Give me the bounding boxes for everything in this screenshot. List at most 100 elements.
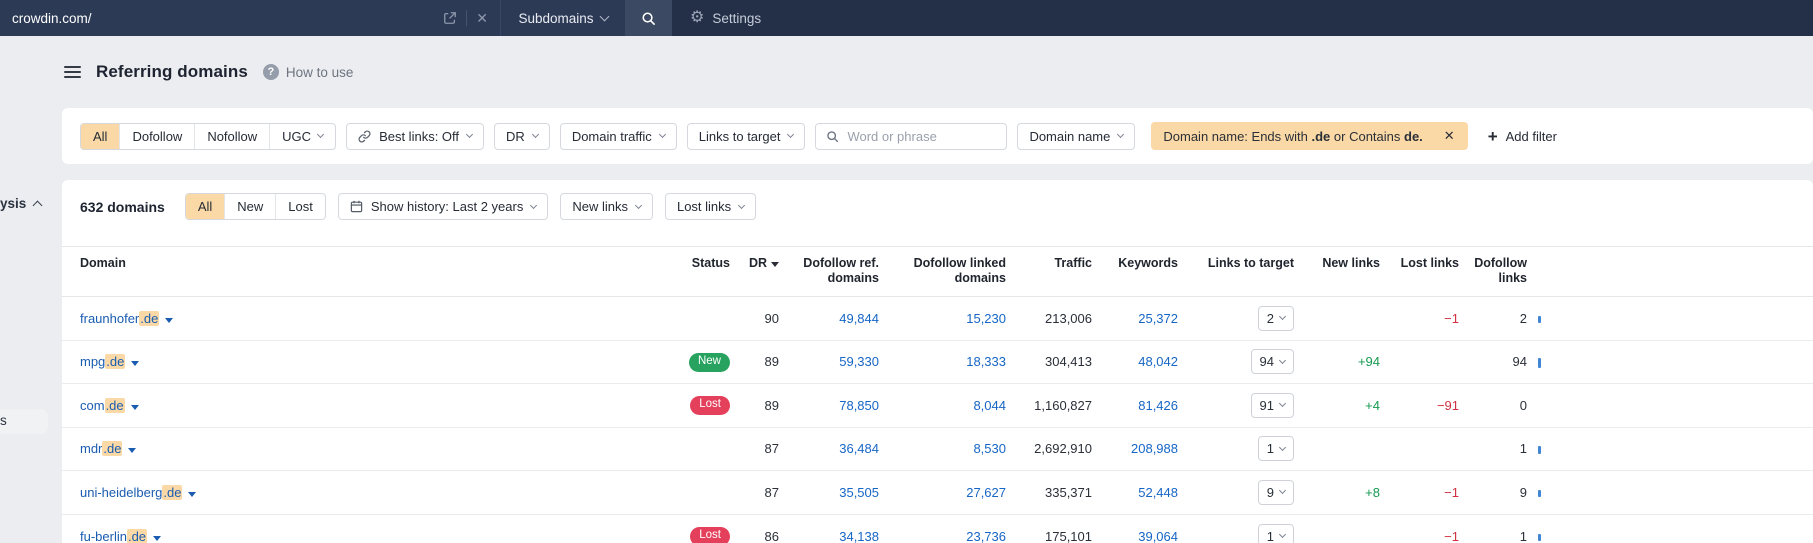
target-url-input[interactable]: crowdin.com/ ✕ — [0, 0, 500, 36]
dofollow-links-bar — [1538, 533, 1541, 541]
dofollow-links-bar — [1538, 445, 1541, 454]
dofollow-linked-link[interactable]: 18,333 — [966, 354, 1006, 370]
domain-link[interactable]: uni-heidelberg.de — [80, 484, 183, 500]
best-links-dropdown[interactable]: Best links: Off — [346, 122, 485, 150]
dofollow-links-bar — [1538, 489, 1541, 497]
domain-link[interactable]: com.de — [80, 397, 125, 413]
segment-all[interactable]: All — [81, 123, 120, 149]
word-or-phrase-input[interactable]: Word or phrase — [815, 122, 1008, 150]
col-header-lost-links[interactable]: Lost links — [1380, 246, 1459, 297]
dofollow-ref-link[interactable]: 78,850 — [839, 397, 879, 413]
menu-icon[interactable] — [64, 66, 81, 78]
domain-caret-icon[interactable] — [153, 535, 162, 541]
col-header-traffic[interactable]: Traffic — [1006, 246, 1092, 297]
dofollow-linked-link[interactable]: 23,736 — [966, 528, 1006, 543]
sidebar-collapsed-section[interactable]: ysis — [0, 196, 43, 211]
search-button[interactable] — [625, 0, 672, 36]
lost-links-cell: −91 — [1380, 383, 1459, 427]
dr-cell: 90 — [764, 310, 779, 326]
keywords-link[interactable]: 39,064 — [1138, 528, 1178, 543]
filler-cell — [1557, 470, 1813, 514]
dofollow-linked-link[interactable]: 8,530 — [973, 441, 1006, 457]
domain-link[interactable]: fraunhofer.de — [80, 310, 160, 326]
domain-highlight: .de — [102, 441, 123, 457]
col-header-dofollow-links[interactable]: Dofollow links — [1459, 246, 1527, 297]
domain-caret-icon[interactable] — [165, 317, 174, 323]
keywords-link[interactable]: 48,042 — [1138, 354, 1178, 370]
chevron-down-icon — [1278, 313, 1287, 321]
col-header-filler — [1557, 246, 1813, 297]
links-to-target-select[interactable]: 91 — [1250, 392, 1294, 418]
lost-links-dropdown[interactable]: Lost links — [664, 193, 757, 220]
domain-caret-icon[interactable] — [130, 404, 139, 410]
open-external-icon[interactable] — [443, 11, 457, 25]
search-icon — [827, 130, 839, 142]
links-to-target-select[interactable]: 2 — [1257, 305, 1294, 331]
domain-link[interactable]: mpg.de — [80, 354, 126, 370]
domain-link[interactable]: mdr.de — [80, 441, 123, 457]
col-header-dofollow-linked[interactable]: Dofollow linked domains — [879, 246, 1006, 297]
links-to-target-cell: 9 — [1178, 470, 1294, 514]
keywords-link[interactable]: 52,448 — [1138, 484, 1178, 500]
col-header-links-to-target[interactable]: Links to target — [1178, 246, 1294, 297]
segment-ugc[interactable]: UGC — [269, 123, 335, 149]
dofollow-linked-link[interactable]: 8,044 — [973, 397, 1006, 413]
target-url-value[interactable]: crowdin.com/ — [12, 10, 92, 26]
settings-button[interactable]: ⚙ Settings — [690, 0, 761, 36]
dofollow-ref-link[interactable]: 36,484 — [839, 441, 879, 457]
domain-traffic-filter-dropdown[interactable]: Domain traffic — [559, 122, 677, 150]
dofollow-ref-cell: 36,484 — [779, 426, 879, 471]
keywords-link[interactable]: 81,426 — [1138, 397, 1178, 413]
active-filter-chip[interactable]: Domain name: Ends with .de or Contains d… — [1151, 122, 1468, 150]
links-to-target-select[interactable]: 1 — [1257, 436, 1294, 462]
segment-dofollow[interactable]: Dofollow — [119, 123, 194, 149]
scope-mode-dropdown[interactable]: Subdomains — [500, 0, 625, 36]
links-to-target-select[interactable]: 94 — [1250, 349, 1294, 375]
domain-caret-icon[interactable] — [131, 361, 140, 367]
segment-nofollow[interactable]: Nofollow — [194, 123, 269, 149]
keywords-link[interactable]: 208,988 — [1131, 441, 1178, 457]
col-header-dofollow-ref[interactable]: Dofollow ref. domains — [779, 246, 879, 297]
links-to-target-filter-dropdown[interactable]: Links to target — [686, 122, 806, 150]
col-header-domain[interactable]: Domain — [62, 246, 682, 297]
clear-url-icon[interactable]: ✕ — [476, 9, 488, 26]
domain-caret-icon[interactable] — [188, 491, 197, 497]
segment-all[interactable]: All — [185, 194, 225, 219]
dofollow-ref-link[interactable]: 35,505 — [839, 484, 879, 500]
segment-lost[interactable]: Lost — [275, 194, 325, 219]
col-header-new-links[interactable]: New links — [1294, 246, 1380, 297]
links-to-target-select[interactable]: 9 — [1257, 479, 1294, 505]
remove-filter-icon[interactable]: ✕ — [1443, 128, 1455, 143]
dofollow-ref-link[interactable]: 59,330 — [839, 354, 879, 370]
chevron-down-icon — [1278, 400, 1287, 408]
domain-link[interactable]: fu-berlin.de — [80, 528, 148, 543]
dr-filter-dropdown[interactable]: DR — [494, 122, 550, 150]
dofollow-ref-cell: 49,844 — [779, 297, 879, 341]
col-header-dr[interactable]: DR — [730, 246, 779, 297]
dofollow-linked-link[interactable]: 15,230 — [966, 310, 1006, 326]
segment-new[interactable]: New — [224, 194, 275, 219]
new-links-cell — [1294, 426, 1380, 471]
dofollow-ref-link[interactable]: 34,138 — [839, 528, 879, 543]
dofollow-links-cell: 1 — [1459, 513, 1527, 543]
links-to-target-cell: 2 — [1178, 297, 1294, 341]
dofollow-linked-link[interactable]: 27,627 — [966, 484, 1006, 500]
keywords-cell: 48,042 — [1092, 339, 1178, 384]
links-to-target-select[interactable]: 1 — [1257, 523, 1294, 543]
domain-name-filter-dropdown[interactable]: Domain name — [1017, 122, 1136, 150]
links-to-target-cell: 1 — [1178, 426, 1294, 471]
dofollow-ref-link[interactable]: 49,844 — [839, 310, 879, 326]
dofollow-ref-cell: 34,138 — [779, 513, 879, 543]
add-filter-button[interactable]: + Add filter — [1488, 128, 1557, 145]
keywords-link[interactable]: 25,372 — [1138, 310, 1178, 326]
link-type-segmented-control: All Dofollow Nofollow UGC — [80, 122, 337, 150]
table-row: fraunhofer.de 90 49,844 15,230 213,006 2… — [62, 297, 1813, 341]
domain-caret-icon[interactable] — [128, 448, 137, 454]
show-history-dropdown[interactable]: Show history: Last 2 years — [337, 193, 549, 220]
keywords-cell: 25,372 — [1092, 297, 1178, 341]
how-to-use-link[interactable]: ? How to use — [262, 64, 353, 80]
col-header-status[interactable]: Status — [682, 246, 730, 297]
new-links-dropdown[interactable]: New links — [560, 193, 653, 220]
col-header-keywords[interactable]: Keywords — [1092, 246, 1178, 297]
sidebar-item-partial[interactable] — [0, 409, 48, 434]
